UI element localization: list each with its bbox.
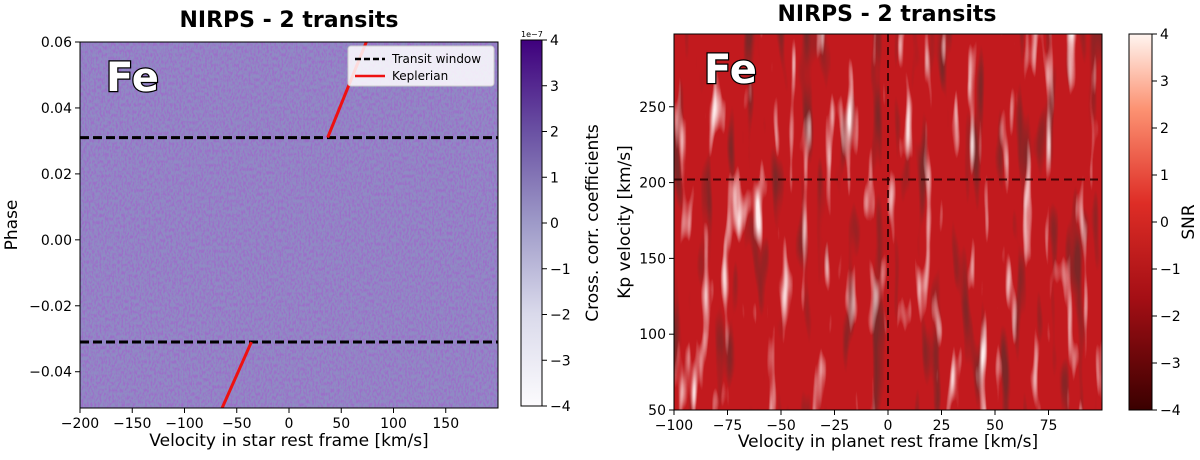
left-colorbar-tick-label: −3 xyxy=(550,353,571,369)
right-x-axis-label: Velocity in planet rest frame [km/s] xyxy=(738,432,1038,452)
left-x-tick-label: 150 xyxy=(432,416,459,432)
left-legend: Transit window Keplerian xyxy=(347,45,495,87)
left-x-tick-label: −150 xyxy=(113,416,151,432)
right-colorbar-label: SNR xyxy=(1179,204,1199,240)
left-colorbar-tick-label: −1 xyxy=(550,262,571,278)
left-y-axis-label: Phase xyxy=(2,200,22,251)
left-heatmap-noise xyxy=(80,42,498,408)
left-y-tick-label: 0.06 xyxy=(41,35,72,51)
left-y-tick-label: −0.02 xyxy=(29,299,72,315)
left-colorbar-tick-label: −4 xyxy=(550,399,571,415)
right-colorbar-tick-label: 4 xyxy=(1160,27,1169,43)
right-colorbar-tick-label: −2 xyxy=(1160,309,1181,325)
right-x-tick-label: 25 xyxy=(933,418,951,434)
right-y-tick-label: 50 xyxy=(648,403,666,419)
right-colorbar: −4 −3 −2 −1 0 1 2 3 4 SNR xyxy=(1128,27,1199,419)
left-colorbar-tick-label: 0 xyxy=(550,216,559,232)
right-y-tick-label: 100 xyxy=(639,327,666,343)
keplerian-track xyxy=(220,341,253,408)
left-colorbar-label: Cross. corr. coefficients xyxy=(583,124,603,322)
left-y-tick-label: −0.04 xyxy=(29,365,72,381)
right-y-tick-label: 250 xyxy=(639,100,666,116)
left-colorbar-tick-label: 4 xyxy=(550,33,559,49)
left-heatmap-area xyxy=(80,42,498,408)
right-colorbar-tick-label: −3 xyxy=(1160,356,1181,372)
right-x-tick-label: 50 xyxy=(986,418,1004,434)
right-colorbar-tick-label: 0 xyxy=(1160,215,1169,231)
right-colorbar-tick-label: −1 xyxy=(1160,262,1181,278)
right-x-tick-label: 75 xyxy=(1040,418,1058,434)
left-colorbar-scale: 1e−7 xyxy=(521,30,543,39)
right-heatmap-area xyxy=(674,34,1102,410)
right-colorbar-tick-label: −4 xyxy=(1160,403,1181,419)
left-colorbar-tick-label: 3 xyxy=(550,79,559,95)
right-y-axis-label: Kp velocity [km/s] xyxy=(615,145,635,298)
right-y-ticks: 50 100 150 200 250 xyxy=(639,100,674,419)
left-colorbar-ticks: −4 −3 −2 −1 0 1 2 3 4 xyxy=(542,33,571,415)
right-colorbar-tick-label: 2 xyxy=(1160,121,1169,137)
left-colorbar: 1e−7 −4 −3 −2 −1 0 1 2 3 4 Cross. corr. coeffici… xyxy=(520,30,603,415)
right-x-tick-label: −75 xyxy=(713,418,743,434)
left-colorbar-tick-label: 1 xyxy=(550,170,559,186)
left-y-tick-label: 0.00 xyxy=(41,233,72,249)
right-colorbar-ticks: −4 −3 −2 −1 0 1 2 3 4 xyxy=(1152,27,1181,419)
left-x-tick-label: −100 xyxy=(165,416,203,432)
panel-cross-correlation: NIRPS - 2 transits −200 −150 −100 −50 0 50 100… xyxy=(2,8,603,451)
left-x-tick-label: −50 xyxy=(222,416,252,432)
right-colorbar-tick-label: 1 xyxy=(1160,168,1169,184)
left-y-tick-label: 0.02 xyxy=(41,167,72,183)
right-x-tick-label: 0 xyxy=(884,418,893,434)
right-chart-title: NIRPS - 2 transits xyxy=(777,2,996,27)
right-x-tick-label: −50 xyxy=(766,418,796,434)
right-colorbar-tick-label: 3 xyxy=(1160,74,1169,90)
left-x-tick-label: −200 xyxy=(61,416,99,432)
right-y-tick-label: 200 xyxy=(639,176,666,192)
right-x-tick-label: −25 xyxy=(820,418,850,434)
right-overlay-lines xyxy=(674,34,1102,410)
left-x-tick-label: 100 xyxy=(380,416,407,432)
left-x-ticks: −200 −150 −100 −50 0 50 100 150 xyxy=(61,408,459,432)
left-chart-title: NIRPS - 2 transits xyxy=(179,8,398,33)
left-x-axis-label: Velocity in star rest frame [km/s] xyxy=(149,431,428,451)
left-colorbar-tick-label: −2 xyxy=(550,308,571,324)
left-y-tick-label: 0.04 xyxy=(41,101,72,117)
left-species-label: Fe xyxy=(106,55,159,101)
left-x-tick-label: 50 xyxy=(332,416,350,432)
legend-transit-window-label: Transit window xyxy=(391,52,481,66)
panel-kp-map: NIRPS - 2 transits −100 −75 −50 −25 0 25 50 75 … xyxy=(615,2,1199,452)
right-x-tick-label: −100 xyxy=(655,418,693,434)
left-colorbar-tick-label: 2 xyxy=(550,125,559,141)
left-x-tick-label: 0 xyxy=(285,416,294,432)
left-colorbar-gradient xyxy=(520,39,543,407)
left-y-ticks: −0.04 −0.02 0.00 0.02 0.04 0.06 xyxy=(29,35,80,381)
legend-keplerian-label: Keplerian xyxy=(392,69,448,83)
right-x-ticks: −100 −75 −50 −25 0 25 50 75 xyxy=(655,410,1058,434)
right-species-label: Fe xyxy=(704,47,757,93)
right-colorbar-gradient xyxy=(1128,33,1153,411)
right-y-tick-label: 150 xyxy=(639,251,666,267)
